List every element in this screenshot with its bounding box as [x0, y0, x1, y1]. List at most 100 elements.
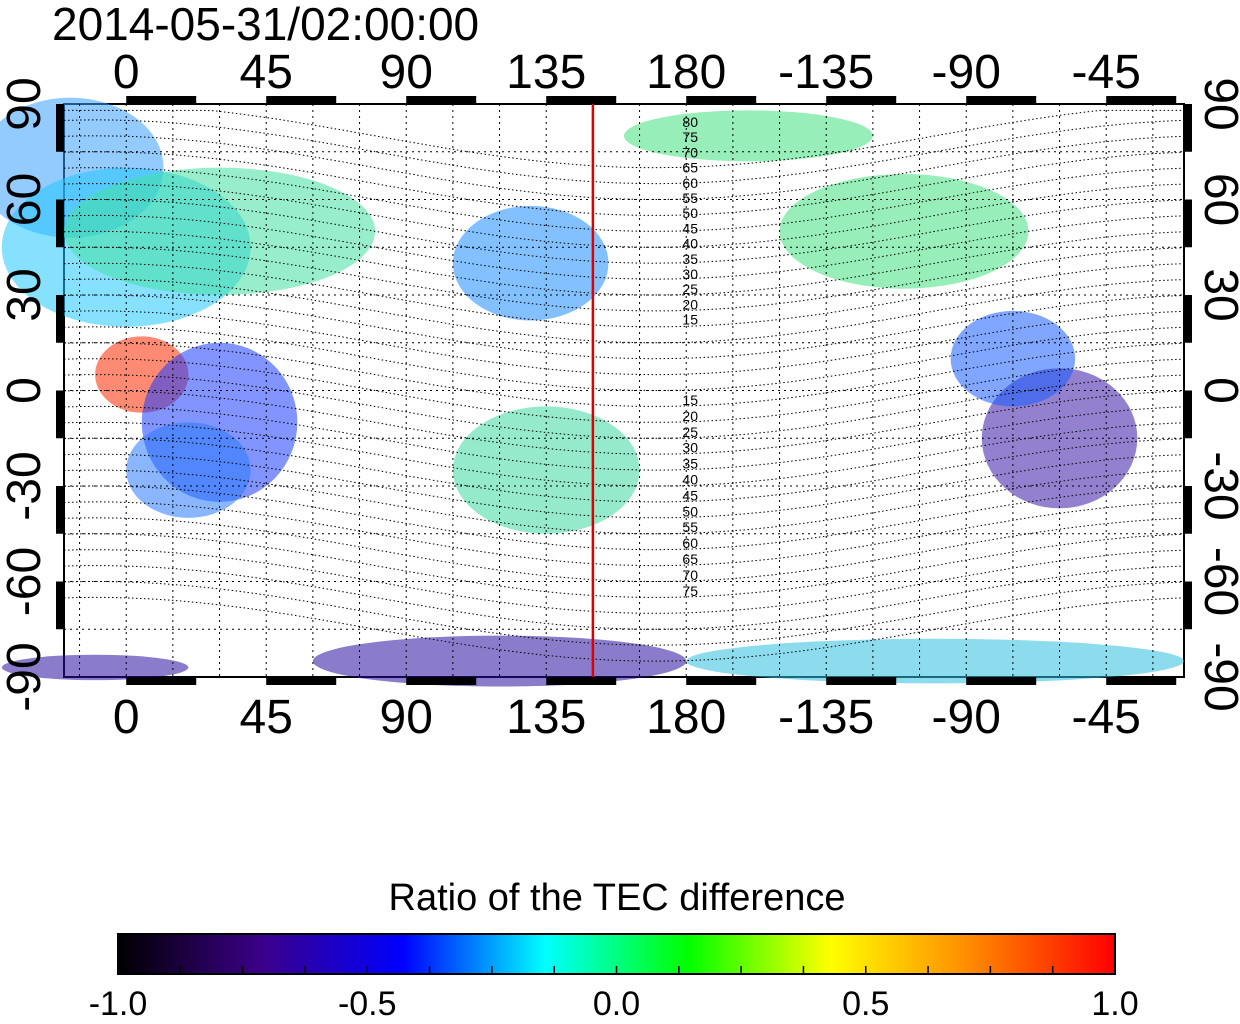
- contour-line: [63, 230, 1185, 296]
- contour-line: [63, 119, 1185, 185]
- contour-line: [63, 501, 1185, 567]
- x-tick-label-top: 90: [380, 46, 433, 99]
- colorbar-tick-label: 0.5: [842, 985, 889, 1023]
- tick-bar-right: [1184, 295, 1192, 343]
- contour-label: 35: [682, 251, 698, 267]
- contour-line: [63, 310, 1185, 376]
- tick-bar-bottom: [826, 677, 897, 685]
- y-axis-right-labels: 90 60 30 0 -30 -60 -90: [1194, 77, 1240, 711]
- x-tick-label-top: 135: [506, 46, 586, 99]
- tick-bar-top: [126, 96, 197, 104]
- y-tick-label-right: 60: [1194, 173, 1240, 226]
- y-tick-label-right: -90: [1194, 642, 1240, 711]
- tick-bar-right: [1184, 104, 1192, 152]
- contour-label: 20: [682, 408, 698, 424]
- contour-line: [63, 183, 1185, 248]
- contour-line: [63, 167, 1185, 232]
- tick-bar-left: [56, 104, 64, 152]
- y-tick-label-right: 0: [1194, 377, 1240, 404]
- contour-line: [63, 151, 1185, 216]
- x-tick-label-top: -90: [932, 46, 1001, 99]
- x-tick-label-top: 0: [113, 46, 140, 99]
- data-patch: [686, 638, 1184, 684]
- data-patch: [1, 654, 189, 681]
- contour-label: 45: [682, 487, 698, 503]
- contour-label: 30: [682, 440, 698, 456]
- y-tick-label-left: 90: [0, 77, 51, 130]
- axis-tick-bars: [56, 96, 1192, 685]
- tick-bar-top: [546, 96, 617, 104]
- x-tick-label-bottom: -135: [778, 691, 874, 744]
- contour-line: [63, 374, 1185, 439]
- tick-bar-right: [1184, 199, 1192, 248]
- contour-label: 50: [682, 503, 698, 519]
- y-tick-label-left: -30: [0, 451, 51, 520]
- contour-label: 35: [682, 456, 698, 472]
- contour-label: 60: [682, 175, 698, 191]
- x-tick-label-bottom: -45: [1072, 691, 1141, 744]
- y-tick-label-left: 30: [0, 268, 51, 321]
- contour-line: [63, 533, 1185, 598]
- tick-bar-bottom: [266, 677, 337, 685]
- tick-bar-left: [56, 581, 64, 630]
- contour-line: [63, 199, 1185, 264]
- contour-label: 30: [682, 266, 698, 282]
- contour-label: 75: [682, 583, 698, 599]
- tick-bar-top: [826, 96, 897, 104]
- y-axis-left-labels: 90 60 30 0 -30 -60 -90: [0, 77, 51, 711]
- contour-label: 65: [682, 551, 698, 567]
- tick-bar-bottom: [686, 677, 757, 685]
- contour-line: [63, 437, 1185, 503]
- x-tick-label-top: 45: [240, 46, 293, 99]
- x-tick-label-bottom: 180: [646, 691, 726, 744]
- contour-label: 40: [682, 472, 698, 488]
- contour-line: [63, 596, 1185, 662]
- contour-label: 55: [682, 190, 698, 206]
- colorbar-tick-label: -0.5: [338, 985, 397, 1023]
- contour-line: [63, 549, 1185, 614]
- contour-line: [63, 469, 1185, 535]
- data-patch: [624, 110, 873, 162]
- map-timestamp-title: 2014-05-31/02:00:00: [52, 0, 479, 50]
- contour-line: [63, 565, 1185, 630]
- tick-bar-bottom: [1106, 677, 1177, 685]
- tick-bar-left: [56, 199, 64, 248]
- tick-bar-top: [686, 96, 757, 104]
- x-tick-label-bottom: -90: [932, 691, 1001, 744]
- tick-bar-bottom: [406, 677, 477, 685]
- contour-line: [63, 421, 1185, 487]
- contour-label: 55: [682, 519, 698, 535]
- contour-line: [63, 294, 1185, 360]
- tick-bar-top: [266, 96, 337, 104]
- magnetic-latitude-contours: [63, 109, 1185, 662]
- tick-bar-left: [56, 486, 64, 534]
- contour-line: [63, 485, 1185, 551]
- contour-label: 25: [682, 281, 698, 297]
- contour-line: [63, 581, 1185, 646]
- contour-label: 70: [682, 144, 698, 160]
- x-tick-label-bottom: 0: [113, 691, 140, 744]
- tick-bar-right: [1184, 390, 1192, 439]
- tick-bar-bottom: [546, 677, 617, 685]
- contour-label: 25: [682, 424, 698, 440]
- data-patch: [312, 635, 687, 687]
- x-tick-label-bottom: 135: [506, 691, 586, 744]
- tick-bar-left: [56, 295, 64, 343]
- contour-line: [63, 326, 1185, 391]
- y-tick-label-left: -60: [0, 547, 51, 616]
- y-tick-label-left: 60: [0, 173, 51, 226]
- tick-bar-right: [1184, 486, 1192, 534]
- contour-label: 80: [682, 114, 698, 130]
- contour-label: 15: [682, 392, 698, 408]
- contour-line: [63, 390, 1185, 455]
- contour-label: 20: [682, 296, 698, 312]
- y-tick-label-left: 0: [0, 377, 51, 404]
- tick-bar-left: [56, 390, 64, 439]
- colorbar-title: Ratio of the TEC difference: [389, 877, 846, 919]
- contour-line: [63, 405, 1185, 471]
- tick-bar-top: [1106, 96, 1177, 104]
- contour-line: [63, 262, 1185, 328]
- x-tick-label-bottom: 90: [380, 691, 433, 744]
- data-patch: [452, 205, 609, 321]
